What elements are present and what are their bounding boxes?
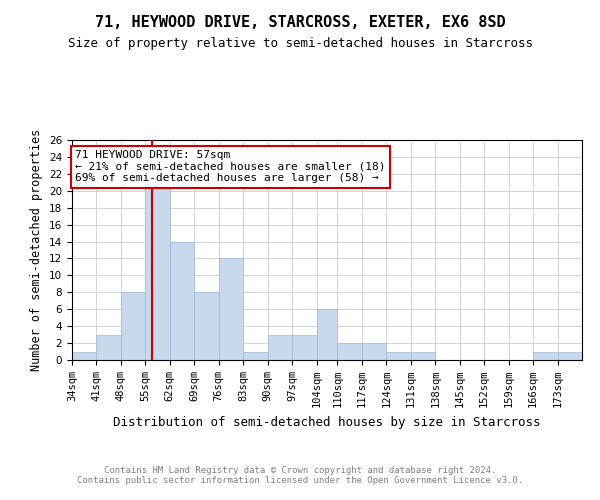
Bar [292, 334, 317, 360]
Bar [386, 352, 411, 360]
Bar [72, 352, 97, 360]
Bar [219, 258, 243, 360]
Bar [533, 352, 557, 360]
Bar [411, 352, 435, 360]
Bar [194, 292, 219, 360]
Bar [337, 343, 362, 360]
Bar [170, 242, 194, 360]
Text: 71 HEYWOOD DRIVE: 57sqm
← 21% of semi-detached houses are smaller (18)
69% of se: 71 HEYWOOD DRIVE: 57sqm ← 21% of semi-de… [76, 150, 386, 184]
Bar [317, 309, 337, 360]
Y-axis label: Number of semi-detached properties: Number of semi-detached properties [31, 129, 43, 371]
Bar [557, 352, 582, 360]
X-axis label: Distribution of semi-detached houses by size in Starcross: Distribution of semi-detached houses by … [113, 416, 541, 428]
Bar [268, 334, 292, 360]
Bar [97, 334, 121, 360]
Text: 71, HEYWOOD DRIVE, STARCROSS, EXETER, EX6 8SD: 71, HEYWOOD DRIVE, STARCROSS, EXETER, EX… [95, 15, 505, 30]
Text: Size of property relative to semi-detached houses in Starcross: Size of property relative to semi-detach… [67, 38, 533, 51]
Bar [362, 343, 386, 360]
Bar [145, 174, 170, 360]
Bar [243, 352, 268, 360]
Bar [121, 292, 145, 360]
Text: Contains HM Land Registry data © Crown copyright and database right 2024.
Contai: Contains HM Land Registry data © Crown c… [77, 466, 523, 485]
